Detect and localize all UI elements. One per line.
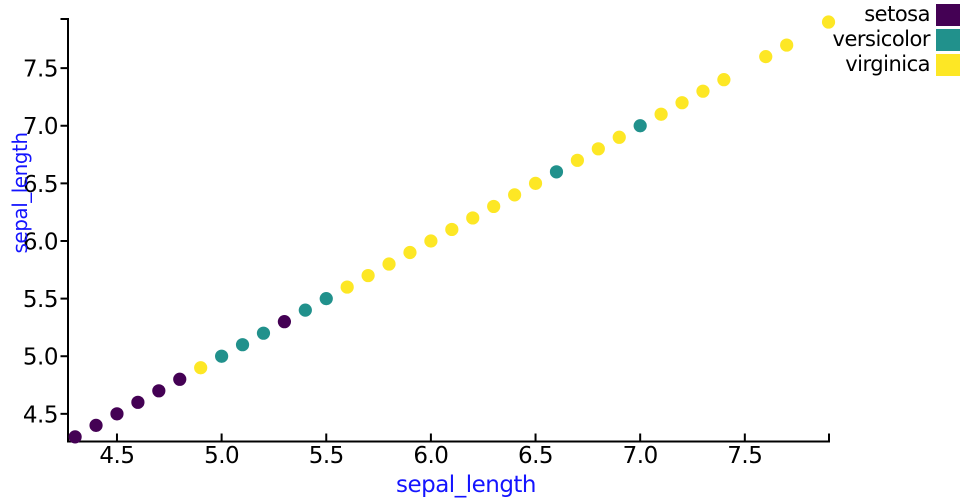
x-tick-label: 7.5	[727, 443, 762, 469]
data-point-setosa	[68, 430, 82, 444]
y-tick-label: 7.0	[23, 114, 58, 140]
data-point-virginica	[508, 188, 522, 202]
data-point-virginica	[696, 84, 710, 98]
plot-generated: 4.5 5.0 5.5 6.0 6.5 7.0 7.5 4.5 5.0 5.5 6.0 6.5 7.0 7…	[23, 15, 836, 469]
data-point-virginica	[445, 222, 459, 237]
data-point-setosa	[89, 418, 103, 432]
data-point-versicolor	[633, 119, 647, 133]
legend-item-versicolor: versicolor	[833, 27, 960, 52]
data-point-virginica	[717, 73, 731, 87]
x-tick-label: 5.0	[204, 443, 239, 469]
data-point-virginica	[361, 268, 375, 283]
data-point-virginica	[780, 38, 794, 52]
legend: setosa versicolor virginica	[833, 2, 960, 77]
x-tick-label: 7.0	[623, 443, 658, 469]
data-point-setosa	[110, 407, 124, 421]
data-point-virginica	[340, 280, 354, 294]
y-tick-label: 6.0	[23, 229, 58, 255]
legend-item-virginica: virginica	[833, 52, 960, 77]
data-point-virginica	[570, 153, 584, 167]
data-point-virginica	[487, 199, 501, 214]
data-point-versicolor	[319, 292, 333, 306]
legend-swatch	[936, 53, 960, 76]
y-tick-label: 5.0	[23, 345, 58, 371]
data-point-virginica	[821, 15, 836, 29]
x-tick-label: 6.0	[413, 443, 448, 469]
y-tick-label: 7.5	[23, 57, 58, 83]
data-point-setosa	[131, 395, 145, 409]
data-point-virginica	[466, 211, 480, 225]
legend-swatch	[936, 3, 960, 26]
data-point-virginica	[759, 50, 773, 64]
data-point-virginica	[528, 176, 543, 190]
data-point-virginica	[591, 142, 605, 156]
data-point-virginica	[403, 245, 417, 260]
data-point-virginica	[612, 130, 626, 144]
legend-label: versicolor	[832, 27, 931, 51]
legend-item-setosa: setosa	[833, 2, 960, 27]
legend-swatch	[936, 28, 960, 51]
x-axis-label: sepal_length	[396, 472, 536, 498]
data-point-virginica	[382, 257, 396, 271]
y-tick-label: 5.5	[23, 287, 58, 313]
data-point-versicolor	[549, 165, 564, 179]
data-point-virginica	[194, 361, 208, 375]
y-axis-label: sepal_length	[8, 133, 32, 254]
y-tick-label: 6.5	[23, 172, 58, 198]
data-point-virginica	[675, 96, 689, 110]
y-tick-label: 4.5	[23, 402, 58, 428]
data-point-virginica	[654, 107, 668, 121]
x-tick-label: 5.5	[309, 443, 344, 469]
data-point-setosa	[277, 315, 291, 329]
data-point-versicolor	[298, 303, 312, 317]
data-point-versicolor	[235, 338, 250, 352]
x-tick-label: 4.5	[99, 443, 134, 469]
data-point-setosa	[152, 384, 166, 398]
data-point-versicolor	[215, 349, 229, 363]
legend-label: virginica	[845, 52, 930, 76]
data-point-setosa	[173, 372, 187, 386]
legend-label: setosa	[864, 2, 930, 26]
data-point-versicolor	[256, 326, 271, 340]
x-tick-label: 6.5	[518, 443, 553, 469]
data-point-virginica	[424, 234, 438, 248]
